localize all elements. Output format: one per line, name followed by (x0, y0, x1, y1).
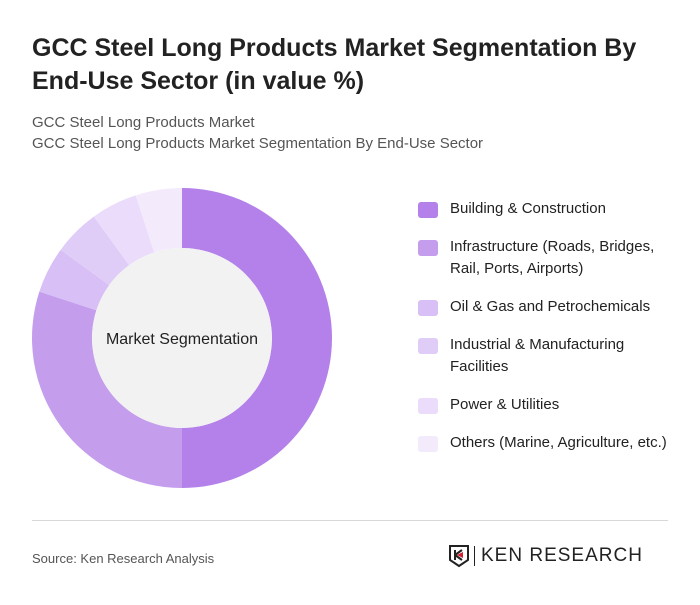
legend: Building & Construction Infrastructure (R… (418, 198, 678, 470)
legend-label: Power & Utilities (450, 396, 560, 413)
chart-title: GCC Steel Long Products Market Segmentat… (32, 34, 637, 95)
subtitle-market: GCC Steel Long Products Market (32, 114, 255, 131)
divider (32, 520, 668, 521)
legend-item: Others (Marine, Agriculture, etc.) (418, 432, 678, 454)
legend-swatch (418, 338, 438, 354)
donut-slice-4 (60, 216, 130, 286)
legend-label: Building & Construction (450, 200, 606, 217)
donut-slice-2 (31, 291, 182, 488)
source-note: Source: Ken Research Analysis (32, 551, 215, 566)
subtitle-segmentation: GCC Steel Long Products Market Segmentat… (32, 135, 484, 152)
donut-center (92, 248, 272, 428)
ken-research-logo: KEN RESEARCH (448, 544, 643, 568)
legend-swatch (418, 240, 438, 256)
legend-swatch (418, 202, 438, 218)
legend-label: Industrial & Manufacturing Facilities (450, 336, 625, 375)
legend-item: Industrial & Manufacturing Facilities (418, 334, 678, 378)
legend-item: Oil & Gas and Petrochemicals (418, 296, 678, 318)
ken-logo-icon (449, 545, 469, 568)
legend-label: Infrastructure (Roads, Bridges, Rail, Po… (450, 238, 655, 277)
legend-swatch (418, 300, 438, 316)
legend-label: Oil & Gas and Petrochemicals (450, 298, 651, 315)
center-label: Market Segmentation (106, 331, 258, 348)
legend-item: Power & Utilities (418, 394, 678, 416)
legend-label: Others (Marine, Agriculture, etc.) (450, 434, 667, 451)
donut-slice-6 (135, 188, 182, 253)
donut-slice-3 (39, 249, 110, 311)
donut-slice-1 (182, 188, 332, 488)
legend-item: Building & Construction (418, 198, 678, 220)
donut-slice-5 (93, 195, 155, 266)
legend-swatch (418, 398, 438, 414)
logo-text: KEN RESEARCH (481, 545, 643, 566)
legend-item: Infrastructure (Roads, Bridges, Rail, Po… (418, 236, 678, 280)
legend-swatch (418, 436, 438, 452)
